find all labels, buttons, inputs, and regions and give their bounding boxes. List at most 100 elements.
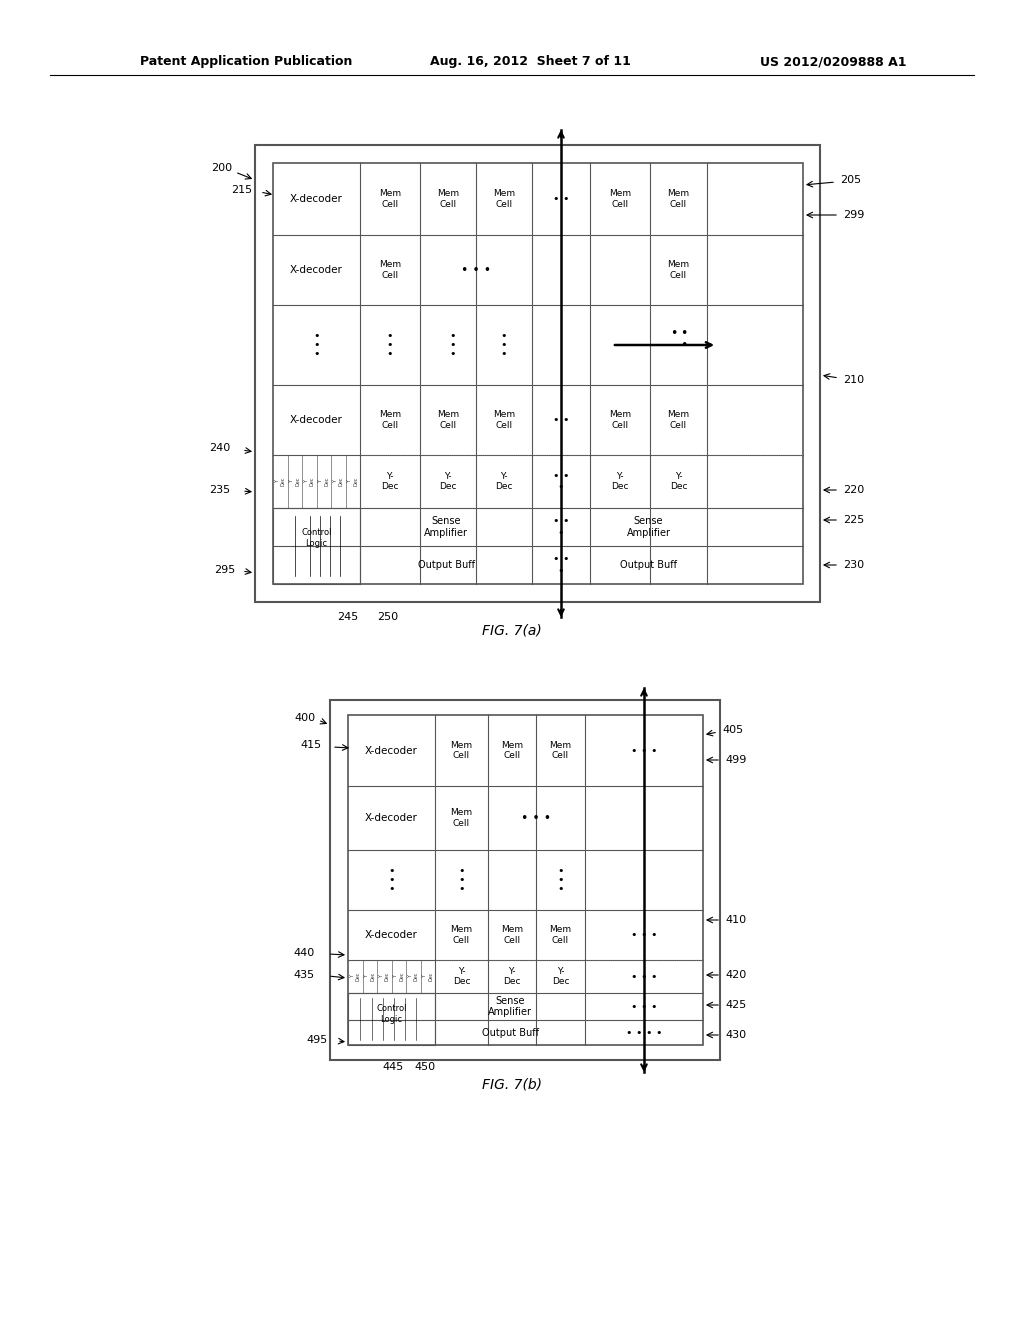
Text: 445: 445 — [382, 1063, 403, 1072]
Text: Sense
Amplifier: Sense Amplifier — [627, 516, 671, 537]
Text: •
•
•: • • • — [557, 866, 564, 894]
Text: • • • •: • • • • — [626, 1027, 663, 1038]
Text: •
•
•: • • • — [387, 331, 393, 359]
Text: 400: 400 — [295, 713, 315, 723]
Bar — [273, 508, 360, 583]
Text: • •: • • — [553, 194, 569, 205]
Text: •
•
•: • • • — [501, 331, 507, 359]
Bar — [362, 960, 377, 993]
Text: Y
Dec: Y Dec — [365, 972, 375, 981]
Bar — [273, 455, 288, 508]
Text: 240: 240 — [209, 444, 230, 453]
Bar — [302, 455, 316, 508]
Text: Y-
Dec: Y- Dec — [439, 471, 457, 491]
Text: 415: 415 — [301, 741, 322, 750]
Text: • • •: • • • — [461, 264, 492, 276]
Text: • • •: • • • — [631, 1002, 657, 1011]
Text: Mem
Cell: Mem Cell — [437, 189, 459, 209]
Text: US 2012/0209888 A1: US 2012/0209888 A1 — [760, 55, 906, 69]
Bar — [331, 455, 345, 508]
Text: Y-
Dec: Y- Dec — [552, 966, 569, 986]
Text: Mem
Cell: Mem Cell — [668, 411, 689, 430]
Text: Y-
Dec: Y- Dec — [670, 471, 687, 491]
Text: Y
Dec: Y Dec — [318, 477, 329, 486]
Text: X-decoder: X-decoder — [290, 194, 343, 205]
Text: 210: 210 — [843, 375, 864, 385]
Text: X-decoder: X-decoder — [290, 414, 343, 425]
Text: Control
Logic: Control Logic — [376, 1005, 407, 1024]
Text: 499: 499 — [725, 755, 746, 766]
Text: Mem
Cell: Mem Cell — [379, 411, 401, 430]
Text: 295: 295 — [214, 565, 234, 576]
Text: • • •: • • • — [631, 931, 657, 940]
Bar — [316, 455, 331, 508]
Bar — [273, 162, 803, 583]
Text: Y
Dec: Y Dec — [408, 972, 419, 981]
Text: Y-
Dec: Y- Dec — [381, 471, 398, 491]
Text: Y
Dec: Y Dec — [379, 972, 390, 981]
Text: Mem
Cell: Mem Cell — [609, 411, 631, 430]
Text: FIG. 7(a): FIG. 7(a) — [482, 623, 542, 638]
Text: 425: 425 — [725, 1001, 746, 1010]
Text: • •
•: • • • — [553, 516, 569, 537]
Bar — [330, 700, 720, 1060]
Text: 430: 430 — [725, 1030, 746, 1040]
Bar — [288, 455, 302, 508]
Text: Mem
Cell: Mem Cell — [493, 189, 515, 209]
Text: X-decoder: X-decoder — [366, 931, 418, 940]
Text: Mem
Cell: Mem Cell — [501, 925, 523, 945]
Text: Y
Dec: Y Dec — [422, 972, 433, 981]
Bar — [348, 960, 362, 993]
Text: 440: 440 — [294, 948, 315, 958]
Text: 205: 205 — [840, 176, 861, 185]
Text: Mem
Cell: Mem Cell — [493, 411, 515, 430]
Text: Mem
Cell: Mem Cell — [668, 189, 689, 209]
Text: •
•
•: • • • — [388, 866, 394, 894]
Bar — [406, 960, 421, 993]
Text: •: • — [680, 338, 687, 351]
Text: Mem
Cell: Mem Cell — [501, 741, 523, 760]
Text: 250: 250 — [378, 612, 398, 622]
Text: Aug. 16, 2012  Sheet 7 of 11: Aug. 16, 2012 Sheet 7 of 11 — [430, 55, 631, 69]
Text: Mem
Cell: Mem Cell — [609, 189, 631, 209]
Text: • •
•: • • • — [553, 554, 569, 576]
Text: •: • — [670, 326, 677, 339]
Text: Mem
Cell: Mem Cell — [451, 925, 472, 945]
Text: Y-
Dec: Y- Dec — [611, 471, 629, 491]
Text: Y
Dec: Y Dec — [347, 477, 358, 486]
Text: Mem
Cell: Mem Cell — [451, 808, 472, 828]
Text: 230: 230 — [843, 560, 864, 570]
Text: •
•
•: • • • — [459, 866, 465, 894]
Text: Mem
Cell: Mem Cell — [437, 411, 459, 430]
Text: 450: 450 — [415, 1063, 435, 1072]
Bar — [391, 960, 406, 993]
Text: 410: 410 — [725, 915, 746, 925]
Text: Y
Dec: Y Dec — [304, 477, 314, 486]
Text: Sense
Amplifier: Sense Amplifier — [488, 995, 532, 1018]
Text: Mem
Cell: Mem Cell — [451, 741, 472, 760]
Text: 299: 299 — [843, 210, 864, 220]
Text: Y-
Dec: Y- Dec — [503, 966, 521, 986]
Text: Output Buff: Output Buff — [418, 560, 474, 570]
Text: 420: 420 — [725, 970, 746, 979]
Bar — [377, 960, 391, 993]
Text: Output Buff: Output Buff — [620, 560, 677, 570]
Text: Mem
Cell: Mem Cell — [550, 925, 571, 945]
Text: 405: 405 — [722, 725, 743, 735]
Text: 215: 215 — [230, 185, 252, 195]
Text: 495: 495 — [307, 1035, 328, 1045]
Text: X-decoder: X-decoder — [366, 746, 418, 755]
Text: Mem
Cell: Mem Cell — [379, 260, 401, 280]
Text: X-decoder: X-decoder — [366, 813, 418, 822]
Bar — [421, 960, 435, 993]
Text: 235: 235 — [209, 484, 230, 495]
Text: Output Buff: Output Buff — [481, 1027, 539, 1038]
Text: •
•
•: • • • — [313, 331, 319, 359]
Text: Y-
Dec: Y- Dec — [496, 471, 513, 491]
Text: Y-
Dec: Y- Dec — [453, 966, 470, 986]
Bar — [255, 145, 820, 602]
Text: Y
Dec: Y Dec — [290, 477, 300, 486]
Text: Mem
Cell: Mem Cell — [379, 189, 401, 209]
Text: 245: 245 — [337, 612, 358, 622]
Text: Y
Dec: Y Dec — [393, 972, 404, 981]
